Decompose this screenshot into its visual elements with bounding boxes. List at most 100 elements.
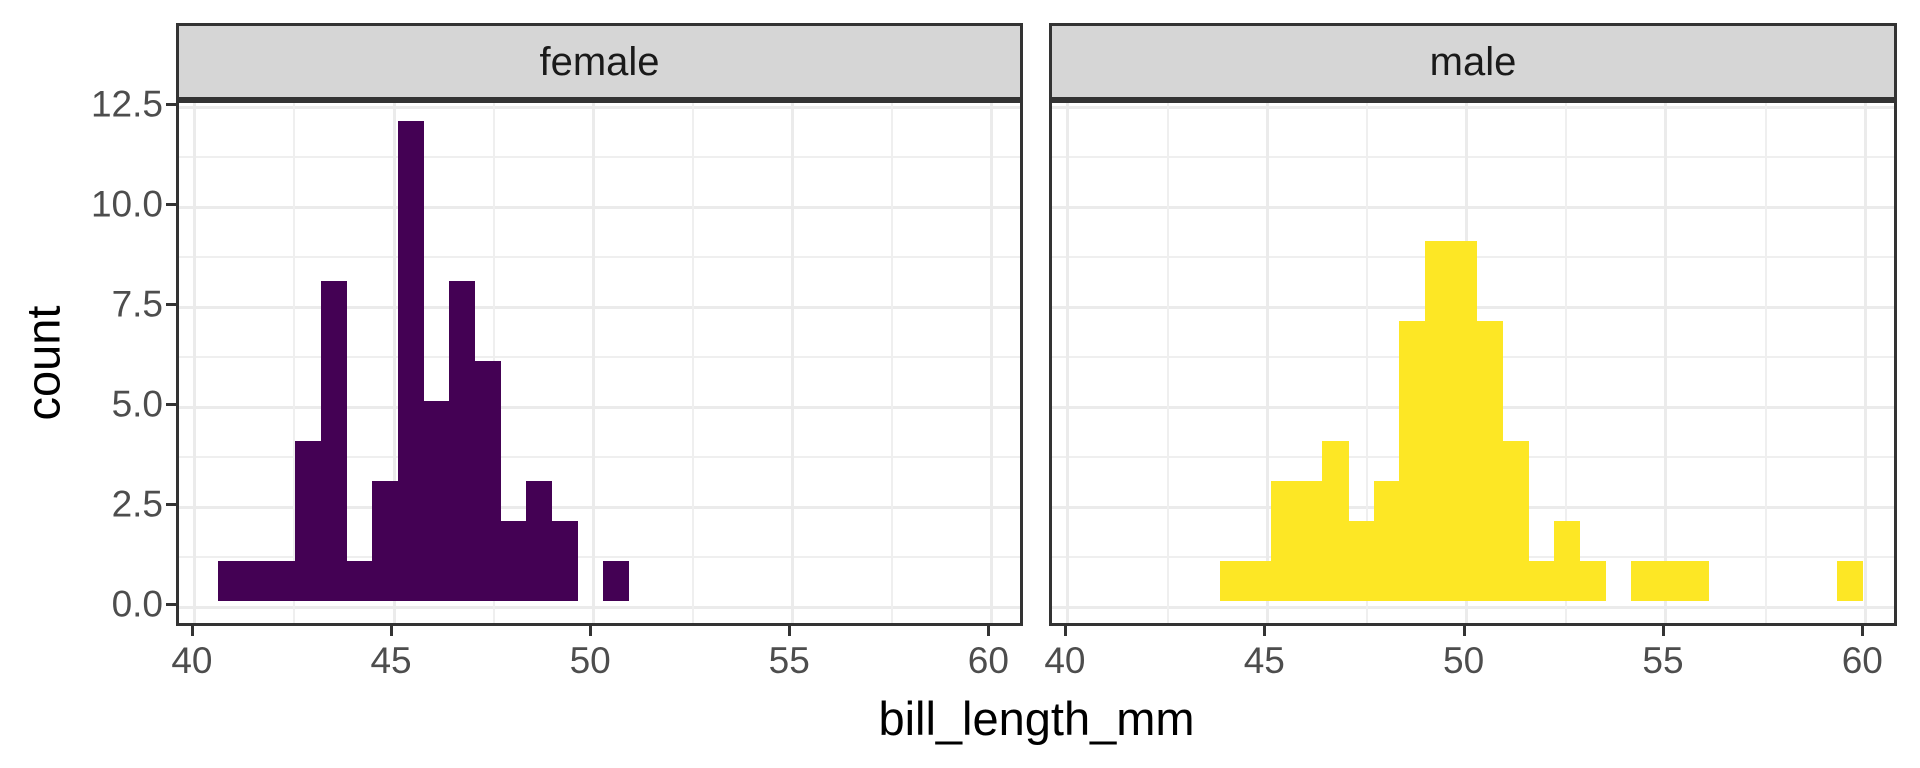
histogram-bar — [1425, 241, 1452, 601]
y-axis-tick-label: 7.5 — [111, 283, 163, 325]
histogram-bar — [1245, 561, 1272, 601]
facet-strip: male — [1049, 23, 1897, 100]
histogram-bar — [320, 281, 347, 601]
y-axis-tick-mark — [166, 103, 176, 106]
histogram-bar — [1502, 441, 1529, 601]
gridline-vertical-major — [591, 103, 595, 623]
y-axis-tick-mark — [166, 203, 176, 206]
histogram-bar — [1630, 561, 1658, 601]
facet-strip: female — [176, 23, 1023, 100]
y-axis-tick-label: 5.0 — [111, 383, 163, 425]
gridline-horizontal-major — [179, 505, 1020, 509]
histogram-bar — [294, 441, 322, 601]
x-axis-tick-label: 55 — [1642, 640, 1684, 681]
y-axis-tick-mark — [166, 303, 176, 306]
histogram-bar — [500, 521, 527, 601]
histogram-bar — [1553, 521, 1580, 601]
gridline-horizontal-minor — [179, 456, 1020, 458]
gridline-vertical-minor — [1166, 103, 1169, 623]
x-axis-tick-label: 45 — [1243, 640, 1285, 681]
gridline-vertical-minor — [890, 103, 893, 623]
x-axis-tick-mark — [1263, 626, 1267, 636]
facet-male: male 40 45 50 55 60 — [1044, 0, 1897, 768]
x-axis-tick-mark — [190, 626, 194, 636]
histogram-bar — [217, 561, 245, 601]
x-axis-tick-mark — [1661, 626, 1665, 636]
gridline-horizontal-minor — [179, 556, 1020, 558]
gridline-horizontal-major — [179, 305, 1020, 309]
x-axis-tick-label: 40 — [1044, 640, 1086, 681]
y-axis-tick-mark — [166, 403, 176, 406]
x-axis-tick-label: 60 — [967, 640, 1009, 681]
histogram-bar — [1296, 481, 1323, 601]
y-axis-tick-label: 10.0 — [90, 183, 163, 225]
gridline-vertical-minor — [1764, 103, 1767, 623]
plot-panel — [1049, 100, 1897, 626]
gridline-horizontal-major — [1052, 105, 1894, 109]
histogram-bar — [372, 481, 399, 601]
x-axis-title: bill_length_mm — [878, 692, 1195, 745]
y-axis-tick-mark — [166, 603, 176, 606]
histogram-bar — [1682, 561, 1709, 601]
plot-panel — [176, 100, 1023, 626]
histogram-bar — [1836, 561, 1863, 601]
gridline-horizontal-major — [179, 205, 1020, 209]
gridline-horizontal-major — [1052, 205, 1894, 209]
gridline-vertical-minor — [1565, 103, 1568, 623]
histogram-bar — [1322, 441, 1349, 601]
x-axis-tick-mark — [1063, 626, 1067, 636]
histogram-bar — [1270, 481, 1298, 601]
y-axis-tick-label: 2.5 — [111, 483, 163, 525]
gridline-horizontal-major — [179, 405, 1020, 409]
gridline-vertical-major — [1265, 103, 1269, 623]
histogram-bar — [526, 481, 553, 601]
x-axis-tick-mark — [987, 626, 991, 636]
gridline-horizontal-minor — [1052, 156, 1894, 158]
x-axis-tick-mark — [390, 626, 394, 636]
histogram-bar — [1450, 241, 1478, 601]
gridline-vertical-minor — [691, 103, 694, 623]
gridline-horizontal-minor — [179, 156, 1020, 158]
histogram-bar — [346, 561, 373, 601]
y-axis-tick-label: 12.5 — [90, 83, 163, 125]
histogram-bar — [474, 361, 501, 601]
gridline-vertical-major — [193, 103, 197, 623]
x-axis-tick-mark — [589, 626, 593, 636]
histogram-bar — [551, 521, 578, 601]
y-axis-tick-label: 0.0 — [111, 583, 163, 625]
x-axis-tick-label: 50 — [1443, 640, 1485, 681]
histogram-bar — [243, 561, 270, 601]
gridline-vertical-major — [989, 103, 993, 623]
gridline-horizontal-minor — [179, 356, 1020, 358]
histogram-bar — [1373, 481, 1401, 601]
gridline-horizontal-major — [179, 605, 1020, 609]
gridline-vertical-major — [1066, 103, 1070, 623]
histogram-bar — [269, 561, 296, 601]
histogram-bar — [1656, 561, 1683, 601]
histogram-bar — [1476, 321, 1503, 601]
gridline-horizontal-minor — [179, 256, 1020, 258]
histogram-bar — [423, 401, 450, 601]
histogram-bar — [397, 121, 424, 601]
x-axis-tick-mark — [1861, 626, 1865, 636]
gridline-vertical-major — [392, 103, 396, 623]
x-axis-tick-label: 45 — [370, 640, 412, 681]
facet-strip-label: male — [1429, 39, 1517, 84]
gridline-horizontal-major — [179, 105, 1020, 109]
histogram-bar — [603, 561, 630, 601]
gridline-vertical-major — [790, 103, 794, 623]
x-axis-tick-mark — [788, 626, 792, 636]
facet-strip-label: female — [539, 39, 660, 84]
histogram-bar — [1348, 521, 1375, 601]
x-axis-tick-label: 60 — [1841, 640, 1883, 681]
gridline-horizontal-major — [1052, 605, 1894, 609]
gridline-vertical-major — [1863, 103, 1867, 623]
histogram-bar — [1219, 561, 1246, 601]
gridline-vertical-minor — [293, 103, 296, 623]
histogram-bar — [1528, 561, 1555, 601]
x-axis-tick-mark — [1462, 626, 1466, 636]
x-axis-tick-label: 50 — [569, 640, 611, 681]
facet-female: female 40 45 50 55 60 — [171, 0, 1023, 768]
gridline-vertical-minor — [1365, 103, 1368, 623]
y-axis-tick-mark — [166, 503, 176, 506]
